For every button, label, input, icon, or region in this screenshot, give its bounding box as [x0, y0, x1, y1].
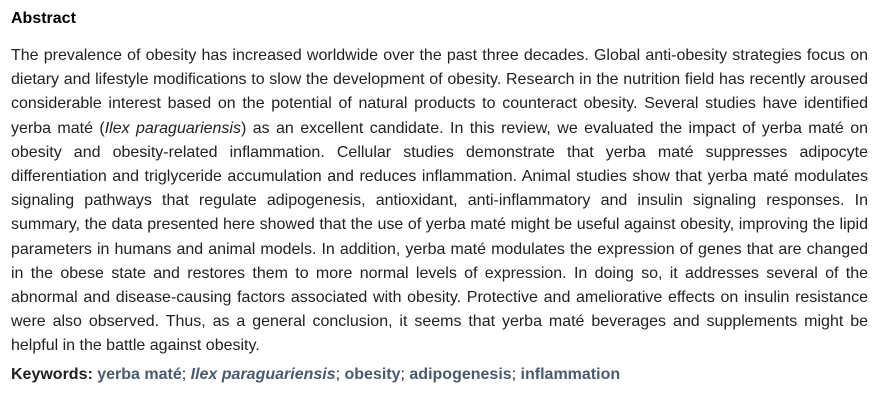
keyword-link-ilex-paraguariensis[interactable]: Ilex paraguariensis	[190, 365, 336, 383]
keywords-label: Keywords:	[11, 365, 93, 383]
keyword-link-yerba-mate[interactable]: yerba maté	[97, 365, 182, 383]
abstract-text-part-1: The prevalence of obesity has increased …	[11, 47, 868, 137]
abstract-heading: Abstract	[11, 10, 76, 27]
keyword-separator: ;	[181, 365, 191, 383]
abstract-species-name: Ilex paraguariensis	[104, 119, 241, 137]
keyword-link-adipogenesis[interactable]: adipogenesis	[409, 365, 512, 383]
abstract-section: Abstract The prevalence of obesity has i…	[11, 10, 868, 386]
keywords-line: Keywords: yerba maté; Ilex paraguariensi…	[11, 364, 868, 386]
abstract-text-part-2: ) as an excellent candidate. In this rev…	[11, 119, 869, 355]
keyword-separator: ;	[511, 365, 521, 383]
keyword-link-obesity[interactable]: obesity	[344, 365, 401, 383]
keyword-link-inflammation[interactable]: inflammation	[520, 365, 621, 383]
keyword-separator: ;	[400, 365, 410, 383]
abstract-body: The prevalence of obesity has increased …	[11, 44, 868, 359]
keyword-separator: ;	[335, 365, 345, 383]
